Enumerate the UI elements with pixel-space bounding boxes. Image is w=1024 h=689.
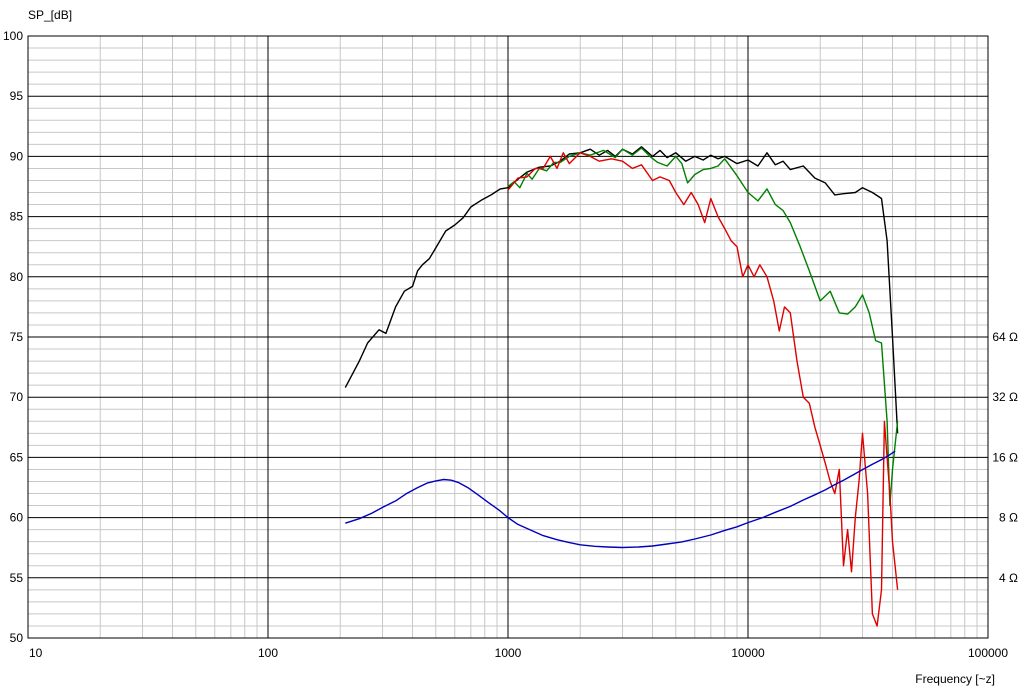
y-axis-label: SP_[dB] <box>28 8 72 22</box>
x-tick-label: 10000 <box>731 646 765 660</box>
series-line-2 <box>507 147 899 507</box>
y2-tick-label: 16 Ω <box>992 450 1018 464</box>
y-axis-ticks: 100 95 90 85 80 75 70 65 60 55 50 <box>3 29 23 645</box>
y-tick-label: 80 <box>10 270 24 284</box>
plot-frame <box>27 35 989 639</box>
x-axis-ticks: 10 100 1000 10000 100000 <box>29 646 1008 660</box>
y-tick-label: 85 <box>10 210 24 224</box>
series-layer <box>344 146 899 627</box>
y-tick-label: 55 <box>10 571 24 585</box>
y-tick-label: 70 <box>10 390 24 404</box>
y2-tick-label: 64 Ω <box>992 330 1018 344</box>
series-line-3 <box>507 152 899 627</box>
series-line-4 <box>345 450 896 549</box>
y-tick-label: 75 <box>10 330 24 344</box>
y-tick-label: 100 <box>3 29 23 43</box>
y-tick-label: 95 <box>10 89 24 103</box>
y2-axis-ticks: 64 Ω 32 Ω 16 Ω 8 Ω 4 Ω <box>992 330 1018 585</box>
y-tick-label: 50 <box>10 631 24 645</box>
x-axis-label: Frequency [~z] <box>915 672 995 686</box>
x-tick-label: 1000 <box>495 646 522 660</box>
x-tick-label: 100000 <box>968 646 1008 660</box>
y2-tick-label: 32 Ω <box>992 390 1018 404</box>
y-tick-label: 90 <box>10 149 24 163</box>
y-tick-label: 60 <box>10 511 24 525</box>
y-tick-label: 65 <box>10 450 24 464</box>
series-line-1 <box>344 146 899 434</box>
x-tick-label: 10 <box>29 646 43 660</box>
y2-tick-label: 4 Ω <box>999 571 1018 585</box>
x-tick-label: 100 <box>258 646 278 660</box>
y2-tick-label: 8 Ω <box>999 511 1018 525</box>
